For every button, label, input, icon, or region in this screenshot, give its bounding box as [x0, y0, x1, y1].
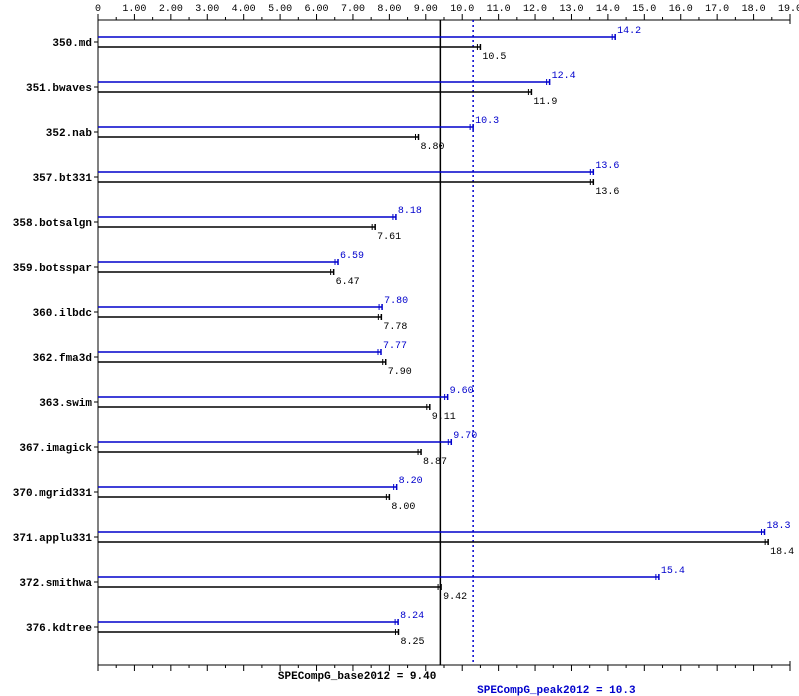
x-tick-label: 8.00 [377, 4, 401, 15]
base-value: 13.6 [595, 187, 619, 198]
peak-value: 6.59 [340, 251, 364, 262]
benchmark-chart: 0 1.00 2.00 3.00 4.00 5.00 6.00 7.00 8.00 9.00 10.… [0, 0, 799, 696]
base-value: 9.42 [443, 592, 467, 603]
x-tick-label: 5.00 [268, 4, 292, 15]
benchmark-label: 367.imagick [19, 443, 92, 455]
base-value: 8.25 [400, 637, 424, 648]
x-tick-label: 17.0 [705, 4, 729, 15]
peak-value: 18.3 [767, 521, 791, 532]
x-tick-label: 0 [95, 4, 101, 15]
x-tick-label: 12.0 [523, 4, 547, 15]
benchmark-label: 360.ilbdc [33, 308, 92, 320]
benchmark-label: 363.swim [39, 398, 92, 410]
base-value: 7.61 [377, 232, 401, 243]
peak-value: 8.18 [398, 206, 422, 217]
base-value: 7.90 [388, 367, 412, 378]
benchmark-label: 358.botsalgn [13, 218, 92, 230]
peak-value: 8.24 [400, 611, 424, 622]
benchmark-label: 350.md [52, 38, 92, 50]
x-tick-label: 15.0 [632, 4, 656, 15]
peak-value: 13.6 [595, 161, 619, 172]
peak-summary-label: SPECompG_peak2012 = 10.3 [477, 685, 636, 696]
benchmark-label: 357.bt331 [33, 173, 93, 185]
x-tick-label: 6.00 [305, 4, 329, 15]
peak-value: 14.2 [617, 26, 641, 37]
peak-value: 7.77 [383, 341, 407, 352]
x-tick-label: 9.00 [414, 4, 438, 15]
benchmark-label: 352.nab [46, 128, 93, 140]
peak-value: 7.80 [384, 296, 408, 307]
x-tick-label: 13.0 [559, 4, 583, 15]
base-value: 8.00 [391, 502, 415, 513]
base-value: 7.78 [383, 322, 407, 333]
base-summary-label: SPECompG_base2012 = 9.40 [278, 671, 436, 683]
x-tick-label: 3.00 [195, 4, 219, 15]
x-tick-label: 19.0 [778, 4, 799, 15]
base-value: 9.11 [432, 412, 456, 423]
benchmark-label: 351.bwaves [26, 83, 92, 95]
benchmark-label: 362.fma3d [33, 353, 92, 365]
benchmark-label: 376.kdtree [26, 623, 92, 635]
x-tick-label: 11.0 [487, 4, 511, 15]
x-tick-label: 18.0 [742, 4, 766, 15]
x-tick-label: 7.00 [341, 4, 365, 15]
peak-value: 15.4 [661, 566, 685, 577]
base-value: 6.47 [336, 277, 360, 288]
base-value: 10.5 [482, 52, 506, 63]
x-tick-label: 4.00 [232, 4, 256, 15]
x-tick-label: 2.00 [159, 4, 183, 15]
benchmark-label: 371.applu331 [13, 533, 93, 545]
benchmark-label: 372.smithwa [19, 578, 92, 590]
peak-value: 8.20 [399, 476, 423, 487]
x-tick-label: 10.0 [450, 4, 474, 15]
peak-value: 9.60 [450, 386, 474, 397]
base-value: 11.9 [533, 97, 557, 108]
peak-value: 12.4 [552, 71, 576, 82]
base-value: 8.87 [423, 457, 447, 468]
benchmark-label: 359.botsspar [13, 263, 92, 275]
x-tick-label: 16.0 [669, 4, 693, 15]
peak-value: 9.70 [453, 431, 477, 442]
base-value: 8.80 [421, 142, 445, 153]
x-tick-label: 14.0 [596, 4, 620, 15]
x-tick-label: 1.00 [122, 4, 146, 15]
base-value: 18.4 [770, 547, 794, 558]
benchmark-label: 370.mgrid331 [13, 488, 93, 500]
peak-value: 10.3 [475, 116, 499, 127]
